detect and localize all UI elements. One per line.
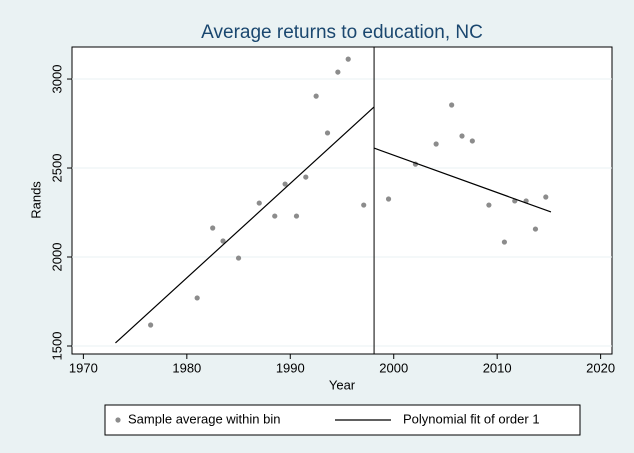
point <box>361 202 367 208</box>
point <box>469 138 475 144</box>
legend-label: Polynomial fit of order 1 <box>403 411 540 426</box>
point <box>433 141 439 147</box>
x-tick-label: 2010 <box>483 360 512 375</box>
point <box>235 255 242 261</box>
legend-label: Sample average within bin <box>128 411 280 426</box>
point <box>282 181 288 187</box>
y-tick-label: 2000 <box>49 243 64 272</box>
point <box>324 130 331 136</box>
x-tick-label: 2020 <box>586 360 615 375</box>
x-tick-label: 1980 <box>172 360 201 375</box>
point <box>501 239 508 245</box>
x-tick-label: 1970 <box>69 360 98 375</box>
point <box>543 194 549 200</box>
point <box>459 133 465 139</box>
y-axis-label: Rands <box>28 181 43 219</box>
y-tick-label: 3000 <box>49 65 64 94</box>
chart-title: Average returns to education, NC <box>201 22 483 43</box>
y-tick-label: 1500 <box>49 332 64 361</box>
legend-symbol <box>115 417 121 423</box>
point <box>293 213 300 219</box>
point <box>345 56 351 62</box>
y-tick-label: 2500 <box>49 154 64 183</box>
point <box>220 238 226 244</box>
point <box>256 200 262 206</box>
point <box>303 174 309 180</box>
plot-area <box>71 46 613 355</box>
point <box>486 202 492 208</box>
fit-line <box>115 106 552 344</box>
point <box>385 196 392 202</box>
x-tick-label: 2000 <box>379 360 408 375</box>
point <box>148 322 154 328</box>
point <box>313 93 319 99</box>
x-tick-label: 1990 <box>276 360 305 375</box>
point <box>272 213 278 219</box>
point <box>532 226 539 232</box>
point <box>210 225 216 231</box>
point <box>449 102 455 108</box>
point <box>335 69 341 75</box>
point <box>194 295 200 301</box>
x-axis-label: Year <box>329 377 356 392</box>
